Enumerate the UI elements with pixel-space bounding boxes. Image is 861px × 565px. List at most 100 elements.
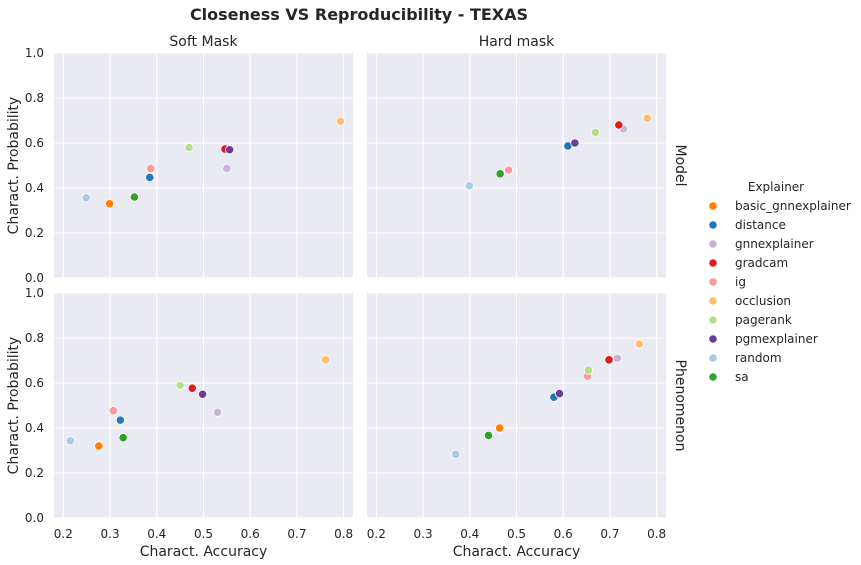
legend-marker — [708, 220, 718, 230]
y-tick-label: 1.0 — [25, 46, 44, 60]
y-tick-label: 1.0 — [25, 286, 44, 300]
point-ig — [108, 406, 118, 416]
point-random — [81, 193, 91, 203]
point-basic_gnnexplainer — [495, 423, 505, 433]
y-tick-label: 0.2 — [25, 466, 44, 480]
legend-item-pagerank: pagerank — [708, 313, 792, 327]
point-occlusion — [642, 113, 652, 123]
point-pagerank — [175, 380, 185, 390]
point-distance — [145, 172, 155, 183]
x-tick-label: 0.7 — [287, 527, 306, 541]
point-sa — [483, 430, 494, 441]
point-random — [65, 436, 75, 446]
point-gradcam — [614, 120, 624, 130]
panel-phenomenon-hard-mask: 0.2 0.3 0.4 0.5 0.6 0.7 0.8 Charact. Accuracy Ph… — [367, 292, 688, 560]
point-sa — [118, 433, 128, 443]
point-gnnexplainer — [222, 163, 232, 174]
legend-item-distance: distance — [708, 218, 786, 232]
y-tick-label: 0.0 — [25, 271, 44, 285]
x-tick-label: 0.8 — [647, 527, 666, 541]
x-tick-label: 0.4 — [147, 527, 166, 541]
legend-item-basic_gnnexplainer: basic_gnnexplainer — [708, 199, 851, 213]
point-gnnexplainer — [612, 353, 623, 363]
x-axis-label: Charact. Accuracy — [453, 544, 581, 560]
y-tick-label: 0.6 — [25, 376, 44, 390]
x-tick-label: 0.7 — [600, 527, 619, 541]
legend-marker — [708, 258, 718, 268]
point-ig — [146, 163, 156, 174]
legend-label: pgmexplainer — [735, 332, 818, 346]
y-axis-label: Charact. Probability — [6, 337, 22, 475]
x-tick-label: 0.5 — [507, 527, 526, 541]
legend-item-pgmexplainer: pgmexplainer — [708, 332, 818, 346]
point-basic_gnnexplainer — [104, 199, 115, 209]
legend-item-ig: ig — [708, 275, 746, 289]
legend: Explainer basic_gnnexplainer distance gnnex… — [708, 180, 851, 384]
chart-title: Closeness VS Reproducibility - TEXAS — [190, 5, 528, 24]
point-ig — [503, 165, 514, 175]
legend-label: gradcam — [735, 256, 788, 270]
point-occlusion — [634, 339, 644, 349]
point-pgmexplainer — [197, 389, 208, 399]
point-pagerank — [583, 365, 594, 375]
legend-marker — [708, 315, 718, 325]
panel-model-hard-mask: Hard mask Model — [367, 34, 688, 279]
facet-grid: 0.0 0.2 0.4 0.6 0.8 1.0 Charact. Probability So… — [6, 34, 688, 560]
point-gradcam — [604, 355, 614, 365]
legend-marker — [708, 296, 718, 306]
legend-item-gnnexplainer: gnnexplainer — [708, 237, 814, 251]
x-tick-label: 0.5 — [194, 527, 213, 541]
legend-label: random — [735, 351, 782, 365]
legend-marker — [708, 334, 718, 344]
row-title: Model — [672, 144, 688, 186]
x-tick-label: 0.3 — [414, 527, 433, 541]
point-occlusion — [320, 355, 331, 365]
x-tick-label: 0.8 — [334, 527, 353, 541]
legend-item-gradcam: gradcam — [708, 256, 788, 270]
point-distance — [115, 415, 125, 425]
point-random — [464, 181, 474, 191]
legend-item-sa: sa — [708, 370, 749, 384]
point-pgmexplainer — [554, 388, 565, 399]
legend-label: gnnexplainer — [735, 237, 814, 251]
point-occlusion — [335, 116, 345, 126]
x-axis-label: Charact. Accuracy — [140, 544, 268, 560]
y-tick-label: 0.4 — [25, 421, 44, 435]
point-gnnexplainer — [212, 407, 223, 417]
column-title: Soft Mask — [169, 34, 238, 50]
x-tick-label: 0.4 — [460, 527, 479, 541]
x-tick-label: 0.6 — [554, 527, 573, 541]
y-tick-label: 0.8 — [25, 331, 44, 345]
row-title: Phenomenon — [672, 360, 688, 452]
point-basic_gnnexplainer — [94, 441, 104, 451]
legend-marker — [708, 201, 718, 211]
legend-item-random: random — [708, 351, 782, 365]
point-pgmexplainer — [570, 138, 580, 148]
y-tick-label: 0.0 — [25, 511, 44, 525]
legend-title: Explainer — [748, 180, 804, 194]
x-tick-label: 0.6 — [241, 527, 260, 541]
y-axis-label: Charact. Probability — [6, 97, 22, 235]
column-title: Hard mask — [479, 34, 555, 50]
legend-label: ig — [735, 275, 746, 289]
legend-marker — [708, 277, 718, 287]
y-tick-label: 0.2 — [25, 226, 44, 240]
point-pagerank — [184, 142, 194, 153]
legend-label: basic_gnnexplainer — [735, 199, 851, 213]
point-gradcam — [187, 383, 197, 393]
legend-item-occlusion: occlusion — [708, 294, 791, 308]
point-sa — [495, 169, 505, 179]
legend-label: occlusion — [735, 294, 791, 308]
point-sa — [129, 192, 139, 202]
point-pgmexplainer — [225, 145, 235, 155]
y-tick-label: 0.4 — [25, 181, 44, 195]
x-tick-label: 0.2 — [367, 527, 386, 541]
point-random — [451, 449, 461, 459]
x-tick-label: 0.3 — [101, 527, 120, 541]
x-tick-label: 0.2 — [54, 527, 73, 541]
y-tick-label: 0.6 — [25, 136, 44, 150]
panel-model-soft-mask: 0.0 0.2 0.4 0.6 0.8 1.0 Charact. Probability So… — [6, 34, 353, 285]
legend-label: sa — [735, 370, 749, 384]
